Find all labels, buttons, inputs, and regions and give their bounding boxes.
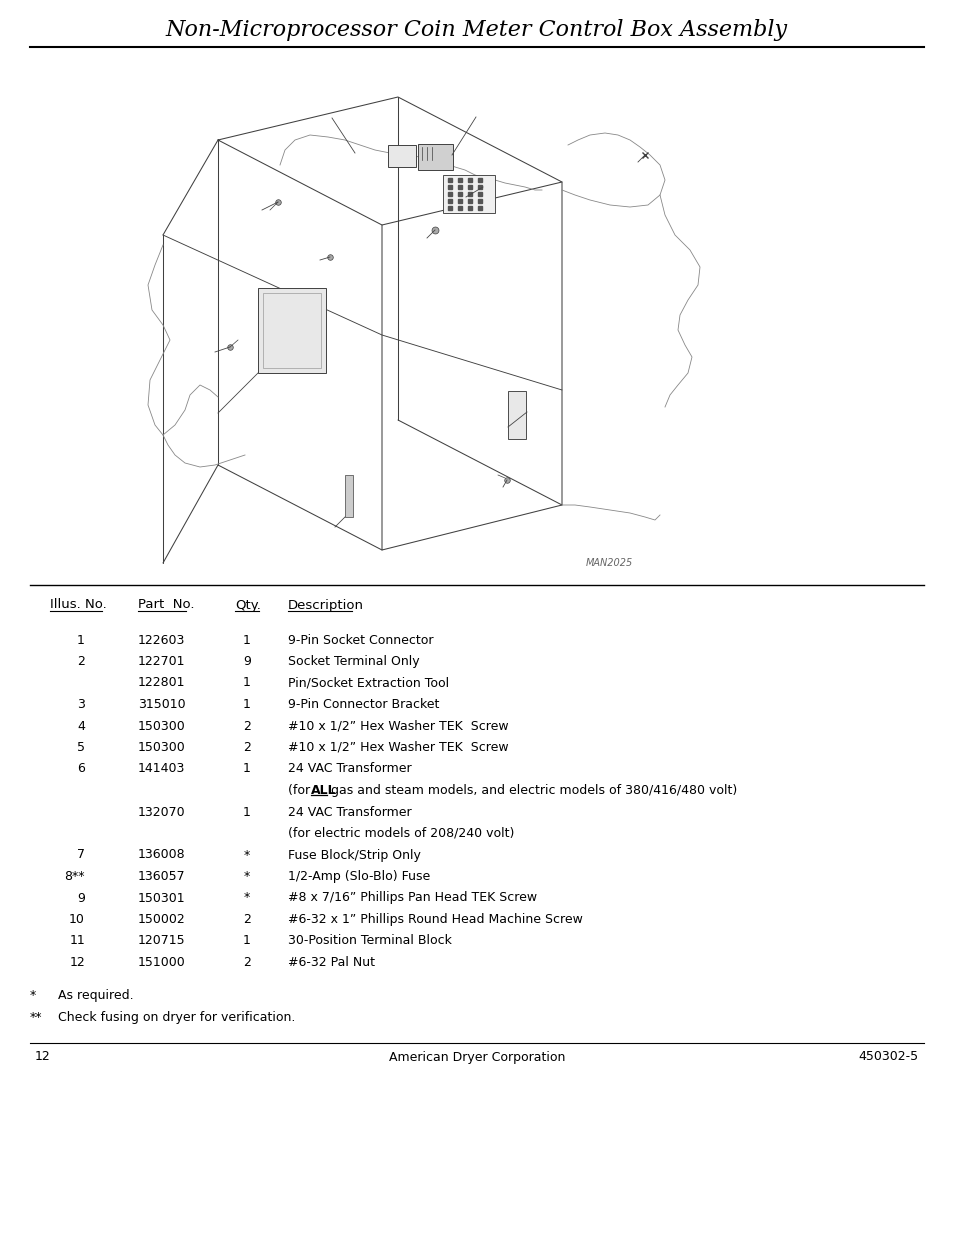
Text: 7: 7: [77, 848, 85, 862]
Text: 30-Position Terminal Block: 30-Position Terminal Block: [288, 935, 452, 947]
Text: Illus. No.: Illus. No.: [50, 599, 107, 611]
Text: 136008: 136008: [138, 848, 186, 862]
Text: 1: 1: [243, 762, 251, 776]
Text: 120715: 120715: [138, 935, 186, 947]
Text: 10: 10: [69, 913, 85, 926]
Text: 136057: 136057: [138, 869, 186, 883]
Text: Description: Description: [288, 599, 364, 611]
Text: 151000: 151000: [138, 956, 186, 969]
Text: *: *: [30, 989, 36, 1003]
Text: 6: 6: [77, 762, 85, 776]
Text: 1: 1: [243, 805, 251, 819]
Text: Fuse Block/Strip Only: Fuse Block/Strip Only: [288, 848, 420, 862]
Text: 150300: 150300: [138, 720, 186, 732]
Text: ALL: ALL: [311, 784, 336, 797]
Text: 2: 2: [243, 913, 251, 926]
Text: 150300: 150300: [138, 741, 186, 755]
Text: Part  No.: Part No.: [138, 599, 194, 611]
Text: 150002: 150002: [138, 913, 186, 926]
Bar: [507, 391, 525, 438]
Text: 141403: 141403: [138, 762, 185, 776]
Text: 1: 1: [77, 634, 85, 646]
Text: 1/2-Amp (Slo-Blo) Fuse: 1/2-Amp (Slo-Blo) Fuse: [288, 869, 430, 883]
Text: 12: 12: [35, 1051, 51, 1063]
Text: 3: 3: [77, 698, 85, 711]
Text: 122701: 122701: [138, 655, 185, 668]
Text: 8**: 8**: [65, 869, 85, 883]
Text: 315010: 315010: [138, 698, 186, 711]
Text: #6-32 Pal Nut: #6-32 Pal Nut: [288, 956, 375, 969]
Text: 132070: 132070: [138, 805, 186, 819]
Text: Non-Microprocessor Coin Meter Control Box Assembly: Non-Microprocessor Coin Meter Control Bo…: [166, 19, 787, 41]
Bar: [417, 144, 453, 170]
Text: #6-32 x 1” Phillips Round Head Machine Screw: #6-32 x 1” Phillips Round Head Machine S…: [288, 913, 582, 926]
Text: 1: 1: [243, 935, 251, 947]
Text: 1: 1: [243, 677, 251, 689]
Text: 12: 12: [70, 956, 85, 969]
Text: 2: 2: [243, 741, 251, 755]
Text: 9-Pin Socket Connector: 9-Pin Socket Connector: [288, 634, 433, 646]
Bar: [263, 293, 320, 368]
Text: Socket Terminal Only: Socket Terminal Only: [288, 655, 419, 668]
Text: *: *: [244, 848, 250, 862]
Text: 1: 1: [243, 634, 251, 646]
Text: 122801: 122801: [138, 677, 185, 689]
Text: 2: 2: [77, 655, 85, 668]
Text: Check fusing on dryer for verification.: Check fusing on dryer for verification.: [58, 1011, 295, 1024]
Text: 4: 4: [77, 720, 85, 732]
Text: 1: 1: [243, 698, 251, 711]
Text: 2: 2: [243, 720, 251, 732]
Text: #10 x 1/2” Hex Washer TEK  Screw: #10 x 1/2” Hex Washer TEK Screw: [288, 741, 508, 755]
Text: 5: 5: [77, 741, 85, 755]
Text: 11: 11: [70, 935, 85, 947]
Text: #10 x 1/2” Hex Washer TEK  Screw: #10 x 1/2” Hex Washer TEK Screw: [288, 720, 508, 732]
Text: *: *: [244, 869, 250, 883]
Text: #8 x 7/16” Phillips Pan Head TEK Screw: #8 x 7/16” Phillips Pan Head TEK Screw: [288, 892, 537, 904]
Text: American Dryer Corporation: American Dryer Corporation: [389, 1051, 564, 1063]
Text: Qty.: Qty.: [234, 599, 260, 611]
Text: *: *: [244, 892, 250, 904]
Text: (for: (for: [288, 784, 314, 797]
Bar: [345, 475, 353, 517]
Text: Pin/Socket Extraction Tool: Pin/Socket Extraction Tool: [288, 677, 449, 689]
Bar: [442, 175, 495, 212]
Text: 24 VAC Transformer: 24 VAC Transformer: [288, 805, 411, 819]
Bar: [257, 288, 326, 373]
Bar: [388, 144, 416, 167]
Text: 150301: 150301: [138, 892, 186, 904]
Text: As required.: As required.: [58, 989, 133, 1003]
Text: 24 VAC Transformer: 24 VAC Transformer: [288, 762, 411, 776]
Text: MAN2025: MAN2025: [585, 558, 633, 568]
Text: (for electric models of 208/240 volt): (for electric models of 208/240 volt): [288, 827, 514, 840]
Text: 9: 9: [243, 655, 251, 668]
Text: gas and steam models, and electric models of 380/416/480 volt): gas and steam models, and electric model…: [327, 784, 737, 797]
Text: 122603: 122603: [138, 634, 185, 646]
Text: 9: 9: [77, 892, 85, 904]
Text: 450302-5: 450302-5: [858, 1051, 918, 1063]
Text: 2: 2: [243, 956, 251, 969]
Text: **: **: [30, 1011, 43, 1024]
Text: 9-Pin Connector Bracket: 9-Pin Connector Bracket: [288, 698, 439, 711]
